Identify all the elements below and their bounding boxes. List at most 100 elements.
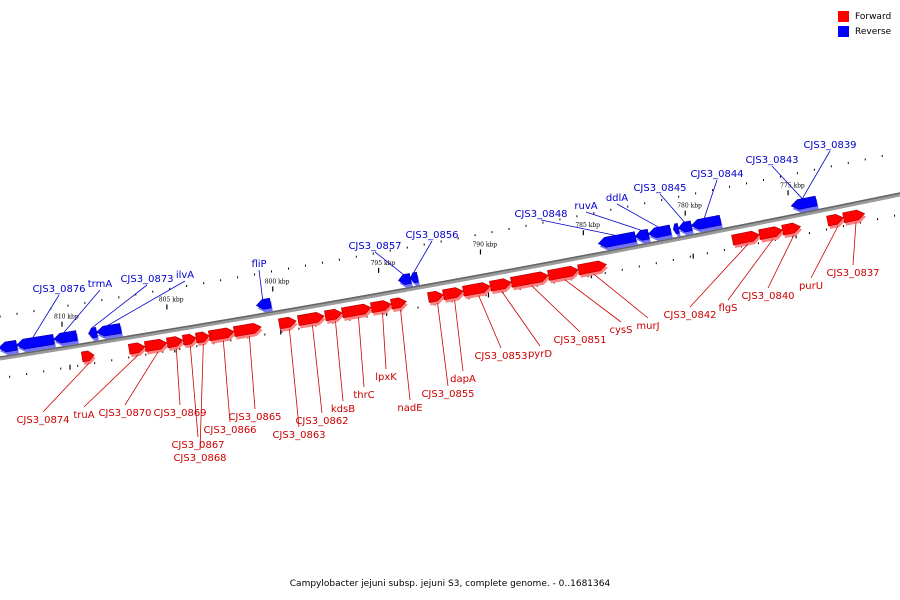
genome-backbone [0,192,900,358]
scale-label: 780 kbp [677,203,702,210]
tick-dot [723,248,725,251]
reverse-gene-2 [53,330,78,344]
tick-dot [169,287,171,290]
legend-item-reverse: Reverse [838,24,891,39]
reverse-gene-8-label: ruvA [574,201,597,212]
forward-gene-5 [194,331,210,344]
tick-dot [128,356,130,359]
forward-gene-23-label: CJS3_0840 [741,291,794,302]
tick-dot [162,350,164,353]
reverse-gene-13 [690,214,722,230]
forward-gene-4-label: CJS3_0867 [171,440,224,451]
tick-dot [808,231,810,234]
tick-dot [881,154,883,157]
reverse-gene-12 [677,220,693,233]
reverse-swatch-icon [838,26,849,37]
forward-gene-8-label: CJS3_0863 [272,430,325,441]
reverse-gene-13-label: CJS3_0839 [803,140,856,151]
tick-dot [860,221,862,224]
forward-gene-24 [826,214,845,227]
forward-gene-16-label: CJS3_0853 [474,351,527,362]
tick-dot [830,165,832,168]
tick-dot [491,231,493,234]
tick-dot [796,172,798,175]
tick-dot [746,182,748,185]
reverse-gene-9 [634,228,650,241]
tick-dot [237,276,239,279]
forward-gene-2-leader [124,351,159,406]
forward-gene-15 [442,287,464,301]
forward-gene-13-label: nadE [397,403,422,414]
reverse-gene-12-label: CJS3_0843 [745,155,798,166]
reverse-gene-10-leader [659,193,685,223]
forward-gene-20-leader [593,273,649,319]
forward-gene-2 [143,338,168,352]
forward-gene-3-leader [175,348,181,406]
reverse-gene-5-leader [374,251,404,275]
tick-dot [457,237,459,240]
forward-gene-9 [297,312,325,326]
forward-gene-12 [370,300,392,314]
tick-dot [16,312,18,315]
tick-dot [864,158,866,161]
reverse-gene-1-label: trmA [88,279,113,290]
scale-label: 790 kbp [472,241,497,248]
genome-caption: Campylobacter jejuni subsp. jejuni S3, c… [289,579,611,589]
tick-dot [655,262,657,265]
tick-dot [271,270,273,273]
reverse-gene-9-label: ddlA [606,193,628,204]
tick-dot [338,258,340,261]
tick-dot [644,202,646,205]
scale-label: 785 kbp [575,222,600,229]
tick-dot [440,240,442,243]
tick-dot [525,224,527,227]
tick-dot [203,282,205,285]
tick-dot [542,221,544,224]
tick-dot [366,315,368,318]
forward-gene-6-leader [222,340,231,423]
forward-gene-11 [341,303,372,319]
tick-dot [33,310,35,313]
tick-dot [254,273,256,276]
forward-gene-13-leader [400,309,411,401]
tick-dot [0,315,1,318]
forward-gene-9-leader [312,325,323,414]
forward-gene-24-leader [810,225,839,279]
tick-dot [152,290,154,293]
forward-gene-17-leader [501,291,541,347]
tick-dot [101,299,103,302]
forward-gene-23 [781,222,802,236]
tick-dot [621,268,623,271]
forward-swatch-icon [838,11,849,22]
forward-gene-10-leader [335,321,344,402]
forward-gene-3-label: CJS3_0869 [153,408,206,419]
tick-dot [77,364,79,367]
tick-dot [638,265,640,268]
reverse-gene-2-leader [91,284,148,329]
forward-gene-3 [165,336,184,349]
forward-gene-14-label: CJS3_0855 [421,389,474,400]
reverse-gene-0-label: CJS3_0876 [32,284,85,295]
tick-dot [604,271,606,274]
forward-gene-7 [232,322,262,337]
reverse-gene-12-leader [771,165,803,199]
tick-dot [712,189,714,192]
forward-gene-18 [510,271,549,288]
tick-dot [661,199,663,202]
reverse-gene-0-leader [32,294,60,338]
tick-dot [695,192,697,195]
reverse-gene-5-label: CJS3_0857 [348,241,401,252]
tick-dot [406,246,408,249]
tick-dot [118,296,120,299]
reverse-gene-4-leader [258,269,264,300]
tick-dot [485,294,487,297]
reverse-gene-4 [96,323,122,337]
forward-gene-13 [390,297,407,310]
reverse-gene-10 [647,224,672,238]
forward-gene-16 [462,282,491,297]
reverse-gene-6 [397,273,412,285]
forward-gene-0-label: CJS3_0874 [16,415,69,426]
tick-dot [304,264,306,267]
tick-dot [813,168,815,171]
forward-gene-1 [127,342,146,355]
